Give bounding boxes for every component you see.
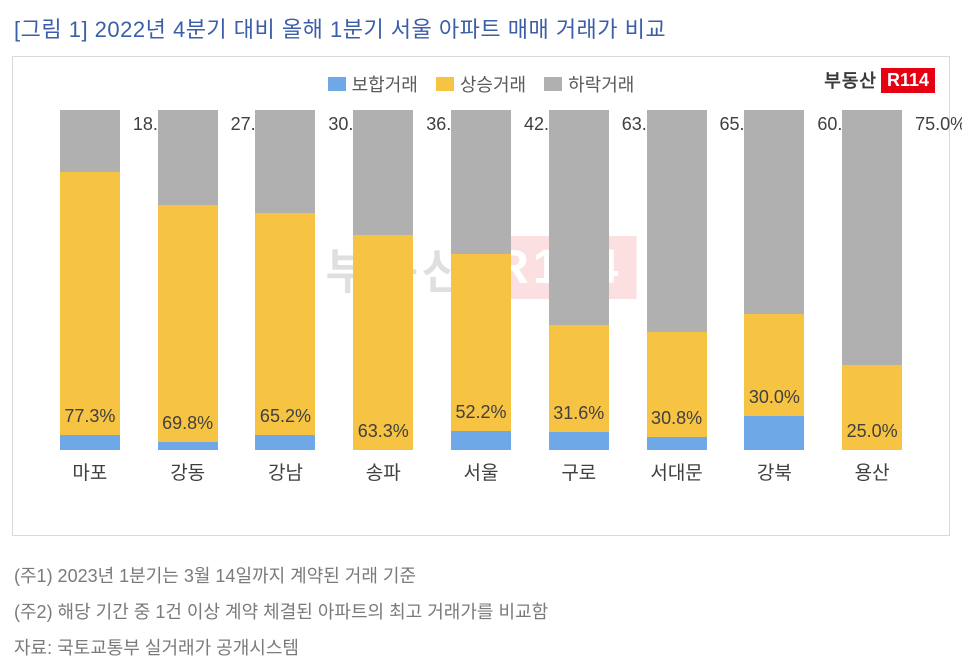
label-rise: 52.2% bbox=[455, 402, 506, 423]
label-rise: 31.6% bbox=[553, 403, 604, 424]
label-rise: 30.0% bbox=[749, 387, 800, 408]
footnote-2: (주2) 해당 기간 중 1건 이상 계약 체결된 아파트의 최고 거래가를 비… bbox=[14, 594, 950, 630]
category-label: 강동 bbox=[170, 458, 205, 485]
segment-rise: 31.6% bbox=[549, 325, 609, 432]
category-label: 강남 bbox=[268, 458, 303, 485]
chart-title: [그림 1] 2022년 4분기 대비 올해 1분기 서울 아파트 매매 거래가… bbox=[12, 8, 950, 56]
brand-logo: 부동산 R114 bbox=[824, 67, 935, 93]
bar-column: 52.2% 42.2% 서울 bbox=[432, 110, 530, 485]
bar-column: 77.3% 18.2% 마포 bbox=[41, 110, 139, 485]
segment-decline: 27.9% bbox=[158, 110, 218, 205]
segment-decline: 65.4% bbox=[647, 110, 707, 332]
segment-flat bbox=[647, 437, 707, 450]
label-rise: 69.8% bbox=[162, 413, 213, 434]
bar-stack: 31.6% 63.2% bbox=[549, 110, 609, 450]
legend-label-decline: 하락거래 bbox=[568, 71, 634, 97]
category-label: 마포 bbox=[72, 458, 107, 485]
segment-rise: 30.0% bbox=[744, 314, 804, 416]
footnote-1: (주1) 2023년 1분기는 3월 14일까지 계약된 거래 기준 bbox=[14, 558, 950, 594]
bar-stack: 63.3% 36.7% bbox=[353, 110, 413, 450]
segment-decline: 36.7% bbox=[353, 110, 413, 235]
segment-decline: 30.4% bbox=[255, 110, 315, 213]
bar-stack: 25.0% 75.0% bbox=[842, 110, 902, 450]
label-rise: 65.2% bbox=[260, 406, 311, 427]
bar-stack: 65.2% 30.4% bbox=[255, 110, 315, 450]
label-rise: 25.0% bbox=[847, 421, 898, 442]
category-label: 송파 bbox=[366, 458, 401, 485]
bar-column: 31.6% 63.2% 구로 bbox=[530, 110, 628, 485]
segment-flat bbox=[549, 432, 609, 450]
segment-decline: 63.2% bbox=[549, 110, 609, 325]
segment-rise: 25.0% bbox=[842, 365, 902, 450]
bar-column: 63.3% 36.7% 송파 bbox=[334, 110, 432, 485]
category-label: 서울 bbox=[464, 458, 499, 485]
segment-flat bbox=[451, 431, 511, 450]
chart-frame: 보합거래 상승거래 하락거래 부동산 R114 부동산 R114 77.3% 18… bbox=[12, 56, 950, 536]
category-label: 강북 bbox=[757, 458, 792, 485]
bar-stack: 77.3% 18.2% bbox=[60, 110, 120, 450]
label-rise: 30.8% bbox=[651, 408, 702, 429]
label-decline: 75.0% bbox=[915, 114, 962, 135]
legend: 보합거래 상승거래 하락거래 bbox=[35, 71, 927, 97]
segment-rise: 69.8% bbox=[158, 205, 218, 442]
segment-rise: 65.2% bbox=[255, 213, 315, 435]
legend-swatch-decline bbox=[544, 77, 562, 91]
segment-decline: 18.2% bbox=[60, 110, 120, 172]
legend-swatch-flat bbox=[328, 77, 346, 91]
segment-flat bbox=[60, 435, 120, 450]
legend-label-flat: 보합거래 bbox=[352, 71, 418, 97]
segment-rise: 63.3% bbox=[353, 235, 413, 450]
segment-rise: 30.8% bbox=[647, 332, 707, 437]
segment-rise: 77.3% bbox=[60, 172, 120, 435]
logo-box: R114 bbox=[881, 68, 935, 93]
footnotes: (주1) 2023년 1분기는 3월 14일까지 계약된 거래 기준 (주2) … bbox=[12, 558, 950, 666]
bar-column: 25.0% 75.0% 용산 bbox=[823, 110, 921, 485]
bar-column: 30.8% 65.4% 서대문 bbox=[628, 110, 726, 485]
legend-item-decline: 하락거래 bbox=[544, 71, 634, 97]
segment-decline: 42.2% bbox=[451, 110, 511, 253]
bar-stack: 69.8% 27.9% bbox=[158, 110, 218, 450]
category-label: 용산 bbox=[855, 458, 890, 485]
bar-stack: 30.0% 60.0% bbox=[744, 110, 804, 450]
category-label: 구로 bbox=[561, 458, 596, 485]
bar-column: 69.8% 27.9% 강동 bbox=[139, 110, 237, 485]
segment-flat bbox=[255, 435, 315, 450]
label-rise: 63.3% bbox=[358, 421, 409, 442]
legend-label-rise: 상승거래 bbox=[460, 71, 526, 97]
segment-decline: 75.0% bbox=[842, 110, 902, 365]
segment-rise: 52.2% bbox=[451, 254, 511, 431]
bar-stack: 52.2% 42.2% bbox=[451, 110, 511, 450]
plot-area: 77.3% 18.2% 마포 69.8% 27.9% 강동 65.2% 30.4% 강남 63.3… bbox=[35, 105, 927, 485]
category-label: 서대문 bbox=[650, 458, 702, 485]
bar-column: 30.0% 60.0% 강북 bbox=[725, 110, 823, 485]
bar-column: 65.2% 30.4% 강남 bbox=[237, 110, 335, 485]
legend-item-rise: 상승거래 bbox=[436, 71, 526, 97]
segment-flat bbox=[158, 442, 218, 450]
logo-text: 부동산 bbox=[824, 67, 877, 93]
legend-swatch-rise bbox=[436, 77, 454, 91]
footnote-source: 자료: 국토교통부 실거래가 공개시스템 bbox=[14, 630, 950, 666]
legend-item-flat: 보합거래 bbox=[328, 71, 418, 97]
segment-flat bbox=[744, 416, 804, 450]
segment-decline: 60.0% bbox=[744, 110, 804, 314]
bar-stack: 30.8% 65.4% bbox=[647, 110, 707, 450]
label-rise: 77.3% bbox=[64, 406, 115, 427]
